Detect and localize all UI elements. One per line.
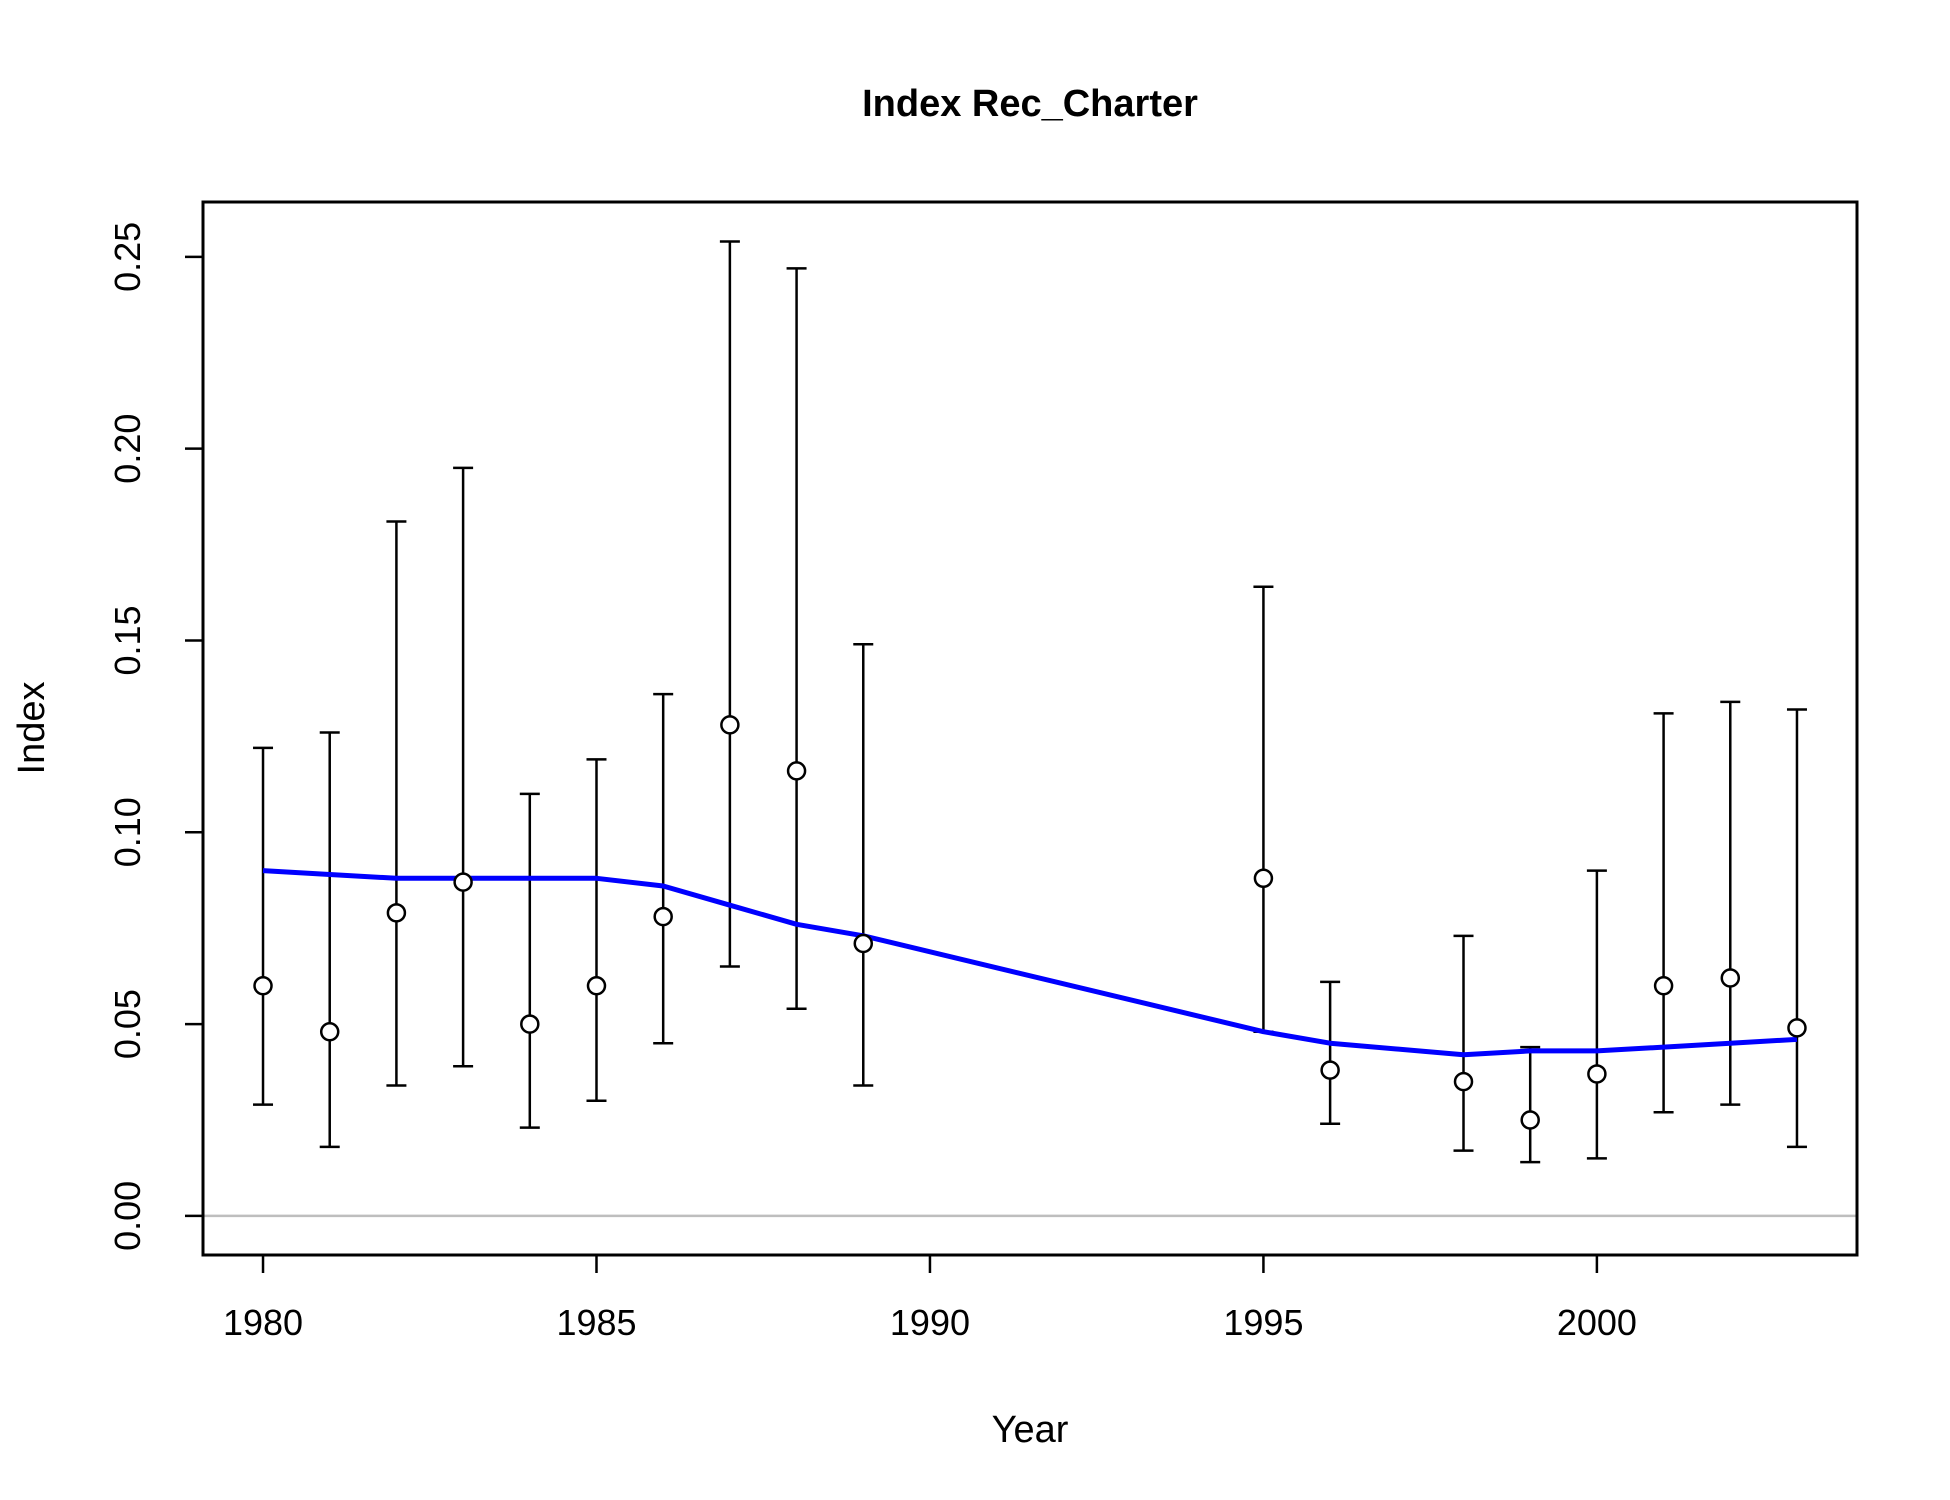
- error-bar: [1520, 1045, 1541, 1164]
- x-axis-label: Year: [992, 1409, 1069, 1451]
- data-point: [720, 715, 740, 735]
- data-point: [653, 906, 673, 927]
- data-point: [586, 975, 607, 996]
- x-tick-label: 1995: [1223, 1302, 1303, 1343]
- x-axis: 1980 1985 1990 1995 2000: [223, 1253, 1637, 1343]
- error-bar: [1453, 934, 1474, 1152]
- fit-line-layer: [262, 868, 1798, 1058]
- data-point: [1587, 1064, 1607, 1084]
- x-tick-label: 2000: [1557, 1302, 1637, 1343]
- plot-frame: [201, 200, 1859, 1257]
- x-tick-label: 1980: [223, 1302, 303, 1343]
- error-bar: [453, 466, 474, 1068]
- x-tick-label: 1990: [890, 1302, 970, 1343]
- error-bar: [1320, 980, 1341, 1126]
- y-tick-label: 0.10: [107, 797, 148, 867]
- y-tick-label: 0.05: [107, 989, 148, 1059]
- data-point: [386, 903, 407, 923]
- error-bar: [853, 643, 874, 1087]
- data-point: [1253, 868, 1274, 889]
- data-point: [1787, 1018, 1807, 1038]
- fit-line: [262, 868, 1798, 1058]
- error-bar: [1253, 585, 1274, 1033]
- error-bar: [1586, 869, 1607, 1160]
- y-tick-label: 0.15: [107, 605, 148, 675]
- error-bar: [653, 692, 674, 1045]
- error-bar: [253, 746, 274, 1106]
- chart-title: Index Rec_Charter: [862, 83, 1198, 125]
- error-bar: [1653, 712, 1674, 1114]
- data-point: [1453, 1071, 1474, 1092]
- points-layer: [253, 715, 1807, 1130]
- error-bar: [719, 240, 740, 968]
- y-axis: 0.00 0.05 0.10 0.15 0.20 0.25: [107, 222, 205, 1251]
- data-point: [853, 933, 874, 954]
- y-tick-label: 0.00: [107, 1181, 148, 1251]
- error-bar: [519, 792, 540, 1129]
- data-point: [520, 1014, 540, 1034]
- error-bar: [386, 520, 407, 1087]
- y-tick-label: 0.20: [107, 414, 148, 484]
- data-point: [453, 872, 473, 892]
- data-point: [1653, 975, 1674, 996]
- error-bar: [1720, 700, 1741, 1106]
- data-point: [786, 761, 807, 781]
- data-point: [1320, 1060, 1340, 1080]
- data-point: [253, 975, 273, 996]
- y-tick-label: 0.25: [107, 222, 148, 292]
- data-point: [1520, 1110, 1540, 1130]
- error-bar: [786, 267, 807, 1010]
- x-tick-label: 1985: [556, 1302, 636, 1343]
- error-bar: [1786, 708, 1807, 1149]
- data-point: [319, 1021, 340, 1042]
- error-bar: [586, 758, 607, 1103]
- error-bars-layer: [253, 240, 1807, 1164]
- y-axis-label: Index: [11, 682, 53, 775]
- error-bar: [319, 731, 340, 1149]
- data-point: [1720, 968, 1741, 988]
